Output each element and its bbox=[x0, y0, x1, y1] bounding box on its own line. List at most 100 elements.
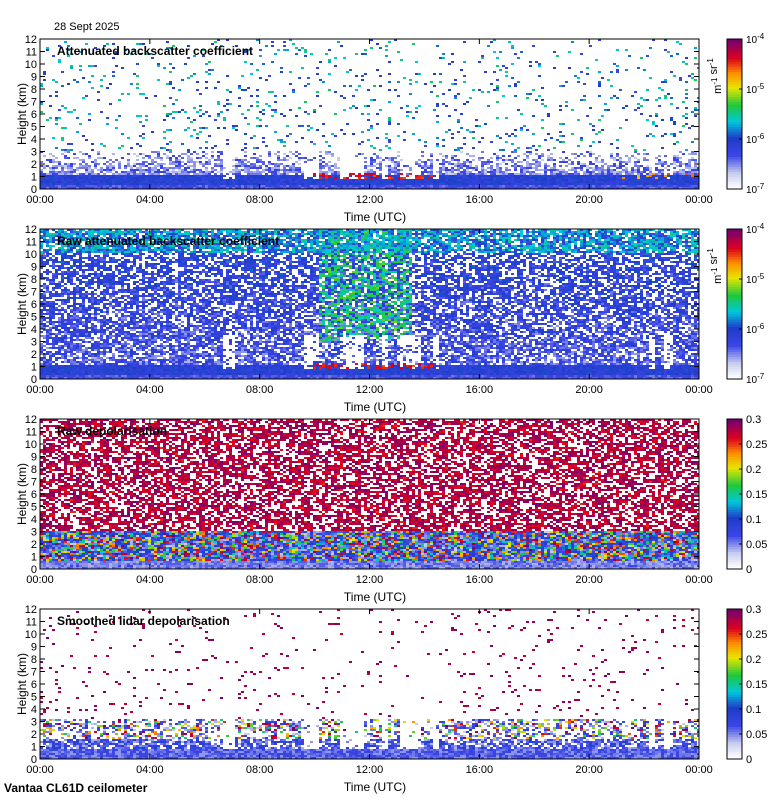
colorbar-tick-label: 10-5 bbox=[746, 82, 765, 96]
colorbar-segment bbox=[727, 236, 742, 240]
x-tick-label: 16:00 bbox=[466, 574, 494, 586]
colorbar-segment bbox=[727, 736, 742, 740]
colorbar-segment bbox=[727, 549, 742, 552]
colorbar-segment bbox=[727, 731, 742, 735]
heatmap-cell-group bbox=[46, 719, 676, 749]
colorbar-segment bbox=[727, 121, 742, 125]
footer-label: Vantaa CL61D ceilometer bbox=[4, 781, 148, 795]
colorbar-segment bbox=[727, 524, 742, 527]
colorbar-segment bbox=[727, 426, 742, 430]
heatmap-cells bbox=[40, 229, 699, 379]
colorbar-segment bbox=[727, 349, 742, 352]
colorbar-unit-base: m bbox=[712, 85, 724, 94]
panel-1: Attenuated backscatter coefficient012345… bbox=[15, 32, 765, 224]
colorbar-segment bbox=[727, 341, 742, 345]
x-tick-label: 00:00 bbox=[26, 194, 54, 206]
colorbar-segment bbox=[727, 81, 742, 85]
colorbar-segment bbox=[727, 61, 742, 65]
colorbar-segment bbox=[727, 311, 742, 315]
colorbar-segment bbox=[727, 359, 742, 362]
colorbar-tick-label: 0 bbox=[746, 754, 752, 766]
colorbar-segment bbox=[727, 434, 742, 437]
colorbar-tick-exponent: -4 bbox=[757, 222, 765, 231]
colorbar-segment bbox=[727, 666, 742, 670]
colorbar-segment bbox=[727, 154, 742, 157]
colorbar-segment bbox=[727, 506, 742, 510]
panel-title: Raw depolarisation bbox=[57, 424, 167, 438]
colorbar-tick-label: 10-4 bbox=[746, 32, 765, 46]
colorbar-segment bbox=[727, 686, 742, 690]
colorbar-segment bbox=[727, 284, 742, 287]
y-axis-label: Height (km) bbox=[15, 653, 29, 715]
colorbar-segment bbox=[727, 91, 742, 95]
colorbar-segment bbox=[727, 364, 742, 367]
colorbar-segment bbox=[727, 544, 742, 547]
x-tick-label: 16:00 bbox=[466, 764, 494, 776]
colorbar: 10-710-610-510-4m-1 sr-1 bbox=[706, 32, 765, 196]
y-tick-label: 3 bbox=[31, 147, 37, 159]
heatmap-cell-group bbox=[40, 151, 699, 175]
colorbar-unit-exponent: -1 bbox=[710, 267, 719, 275]
x-tick-label: 00:00 bbox=[685, 574, 713, 586]
colorbar-segment bbox=[727, 229, 742, 232]
heatmap-cell-group bbox=[319, 231, 412, 339]
colorbar-segment bbox=[727, 164, 742, 167]
y-tick-label: 9 bbox=[31, 72, 37, 84]
heatmap-cell-group bbox=[40, 531, 699, 569]
colorbar-segment bbox=[727, 614, 742, 617]
colorbar-segment bbox=[727, 526, 742, 530]
y-tick-label: 0 bbox=[31, 184, 37, 196]
x-axis-label: Time (UTC) bbox=[344, 780, 406, 794]
y-tick-label: 7 bbox=[31, 667, 37, 679]
colorbar-unit-base: sr bbox=[708, 255, 720, 268]
heatmap-cell-group bbox=[40, 419, 699, 561]
colorbar-tick-label: 10-4 bbox=[746, 222, 765, 236]
colorbar-segment bbox=[727, 181, 742, 185]
y-tick-label: 9 bbox=[31, 452, 37, 464]
colorbar-segment bbox=[727, 741, 742, 745]
colorbar-segment bbox=[727, 559, 742, 562]
colorbar-segment bbox=[727, 276, 742, 280]
y-tick-label: 5 bbox=[31, 122, 37, 134]
colorbar-segment bbox=[727, 116, 742, 120]
heatmap-cell-group bbox=[67, 531, 697, 561]
colorbar: 10-710-610-510-4m-1 sr-1 bbox=[706, 222, 765, 386]
colorbar-segment bbox=[727, 529, 742, 532]
colorbar-segment bbox=[727, 274, 742, 277]
colorbar-segment bbox=[727, 626, 742, 630]
x-tick-label: 20:00 bbox=[575, 194, 603, 206]
y-tick-label: 3 bbox=[31, 337, 37, 349]
colorbar-segment bbox=[727, 439, 742, 442]
x-tick-label: 08:00 bbox=[246, 574, 274, 586]
heatmap-cell-group bbox=[40, 531, 699, 561]
colorbar-segment bbox=[727, 374, 742, 377]
colorbar-segment bbox=[727, 484, 742, 487]
colorbar-tick-label: 0.3 bbox=[746, 414, 761, 426]
colorbar-segment bbox=[727, 456, 742, 460]
colorbar-segment bbox=[727, 461, 742, 465]
colorbar-segment bbox=[727, 351, 742, 355]
colorbar-segment bbox=[727, 661, 742, 665]
heatmap-cell-group bbox=[40, 45, 699, 189]
colorbar-segment bbox=[727, 671, 742, 675]
colorbar-segment bbox=[727, 71, 742, 75]
colorbar-segment bbox=[727, 691, 742, 695]
colorbar-segment bbox=[727, 534, 742, 537]
colorbar-segment bbox=[727, 711, 742, 715]
colorbar-segment bbox=[727, 326, 742, 330]
heatmap-cell-group bbox=[637, 175, 640, 179]
colorbar-segment bbox=[727, 371, 742, 375]
y-tick-label: 6 bbox=[31, 489, 37, 501]
x-tick-label: 00:00 bbox=[26, 574, 54, 586]
y-tick-label: 0 bbox=[31, 564, 37, 576]
colorbar-segment bbox=[727, 754, 742, 757]
heatmap-cell-group bbox=[40, 609, 697, 739]
x-tick-label: 12:00 bbox=[356, 574, 384, 586]
colorbar-segment bbox=[727, 94, 742, 97]
colorbar-segment bbox=[727, 421, 742, 425]
colorbar-segment bbox=[727, 466, 742, 470]
colorbar-segment bbox=[727, 304, 742, 307]
colorbar-segment bbox=[727, 696, 742, 700]
heatmap-cell-group bbox=[100, 719, 607, 739]
